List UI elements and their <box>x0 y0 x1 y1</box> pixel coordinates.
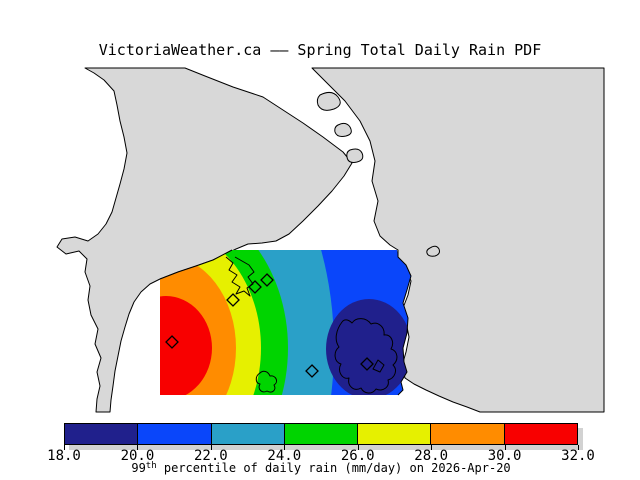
coastline-overlay-group <box>159 249 412 396</box>
colorbar-tick-20.0 <box>137 445 139 450</box>
colorbar-segment-28.0-30.0 <box>431 424 505 444</box>
colorbar-tick-30.0 <box>504 445 506 450</box>
colorbar-segment-26.0-28.0 <box>358 424 432 444</box>
colorbar-segment-24.0-26.0 <box>284 424 359 444</box>
page-title: VictoriaWeather.ca —— Spring Total Daily… <box>98 41 542 59</box>
landmass-group <box>56 67 605 413</box>
caption-superscript: th <box>145 461 157 471</box>
colorbar-caption: 99th percentile of daily rain (mm/day) o… <box>64 461 578 475</box>
colorbar-label-22.0: 22.0 <box>193 448 228 464</box>
caption-text: percentile of daily rain (mm/day) on 202… <box>156 461 511 475</box>
colorbar-segment-30.0-32.0 <box>504 424 577 444</box>
colorbar-tick-32.0 <box>578 445 579 450</box>
colorbar-segment-22.0-24.0 <box>211 424 285 444</box>
colorbar-tick-28.0 <box>431 445 433 450</box>
station-diamond-marker <box>305 364 319 378</box>
land-mainland <box>311 67 605 413</box>
colorbar-label-28.0: 28.0 <box>414 448 448 464</box>
colorbar-tick-18.0 <box>64 445 65 450</box>
island-outline-east <box>334 318 398 394</box>
colorbar-tick-26.0 <box>357 445 359 450</box>
contour-band-30-32 <box>160 296 212 395</box>
caption-value: 99 <box>131 461 146 475</box>
contour-band-18-20 <box>326 299 411 395</box>
station-diamond-marker <box>248 280 262 294</box>
colorbar-label-20.0: 20.0 <box>120 448 155 464</box>
islet-outline-center <box>255 370 278 393</box>
island-small-2 <box>334 122 352 137</box>
colorbar-label-24.0: 24.0 <box>267 448 302 464</box>
station-diamond-marker <box>260 273 274 287</box>
colorbar-tick-24.0 <box>284 445 286 450</box>
station-diamond-marker <box>165 335 179 349</box>
colorbar-label-18.0: 18.0 <box>47 448 81 464</box>
island-small-3 <box>346 148 364 163</box>
coastline-harbour-detail <box>225 256 255 297</box>
colorbar <box>64 423 578 445</box>
island-small-4 <box>426 245 440 257</box>
colorbar-label-30.0: 30.0 <box>487 448 522 464</box>
island-outline-east-small <box>372 359 385 373</box>
colorbar-label-26.0: 26.0 <box>340 448 375 464</box>
coastline-mainland-west <box>397 250 412 396</box>
colorbar-segment-18.0-20.0 <box>65 424 139 444</box>
colorbar-tick-22.0 <box>210 445 212 450</box>
coastline-nw-boundary <box>159 249 233 280</box>
colorbar-segment-20.0-22.0 <box>138 424 212 444</box>
land-vancouver-island <box>56 67 353 413</box>
station-diamond-marker <box>360 357 374 371</box>
island-small-1 <box>316 91 341 111</box>
station-markers-group <box>165 273 374 378</box>
station-diamond-marker <box>226 293 240 307</box>
colorbar-label-32.0: 32.0 <box>561 448 595 464</box>
